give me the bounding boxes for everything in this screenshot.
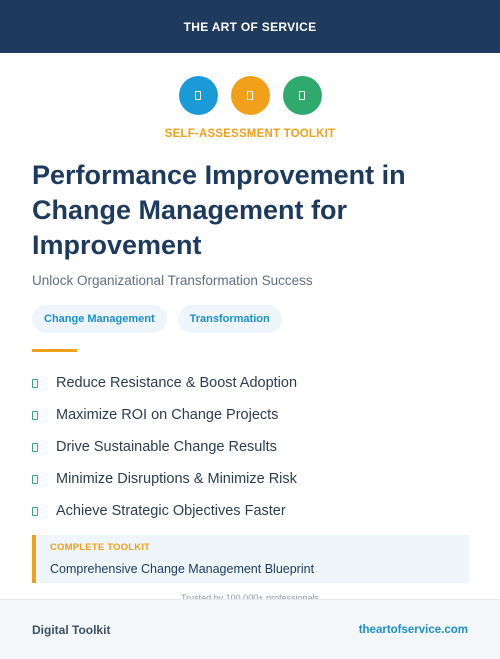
callout-description: Comprehensive Change Management Blueprin… bbox=[50, 562, 315, 576]
tag-transformation: Transformation bbox=[177, 305, 282, 333]
benefit-text: Achieve Strategic Objectives Faster bbox=[56, 503, 286, 519]
list-item: Reduce Resistance & Boost Adoption bbox=[32, 367, 472, 399]
tag-list: Change Management Transformation bbox=[32, 305, 282, 333]
list-item: Minimize Disruptions & Minimize Risk bbox=[32, 463, 472, 495]
list-item: Maximize ROI on Change Projects bbox=[32, 399, 472, 431]
check-icon bbox=[32, 442, 38, 452]
list-item: Drive Sustainable Change Results bbox=[32, 431, 472, 463]
kicker-label: SELF-ASSESSMENT TOOLKIT bbox=[164, 128, 336, 140]
page-title: Performance Improvement in Change Manage… bbox=[32, 160, 406, 260]
trusted-note: Trusted by 100,000+ professionals bbox=[180, 593, 319, 599]
check-icon bbox=[32, 474, 38, 484]
brand-name: THE ART OF SERVICE bbox=[183, 19, 317, 34]
footer: Digital Toolkit theartofservice.com bbox=[0, 599, 500, 659]
green-circle-icon bbox=[282, 76, 322, 115]
check-icon bbox=[32, 378, 38, 388]
subtitle: Unlock Organizational Transformation Suc… bbox=[32, 273, 313, 288]
icon-row bbox=[0, 76, 500, 115]
benefit-text: Minimize Disruptions & Minimize Risk bbox=[56, 471, 297, 487]
check-icon bbox=[32, 506, 38, 516]
top-bar: THE ART OF SERVICE bbox=[0, 0, 500, 53]
orange-circle-icon bbox=[230, 76, 270, 115]
footer-label: Digital Toolkit bbox=[32, 622, 111, 637]
document-icon bbox=[247, 91, 253, 100]
benefit-text: Reduce Resistance & Boost Adoption bbox=[56, 375, 298, 391]
document-icon bbox=[299, 91, 305, 100]
blue-circle-icon bbox=[178, 76, 218, 115]
list-item: Achieve Strategic Objectives Faster bbox=[32, 495, 472, 527]
benefit-list: Reduce Resistance & Boost Adoption Maxim… bbox=[32, 367, 472, 527]
toolkit-callout: COMPLETE TOOLKIT Comprehensive Change Ma… bbox=[32, 535, 469, 583]
document-icon bbox=[195, 91, 201, 100]
callout-label: COMPLETE TOOLKIT bbox=[50, 542, 151, 553]
benefit-text: Maximize ROI on Change Projects bbox=[56, 407, 279, 423]
check-icon bbox=[32, 410, 38, 420]
tag-change-management: Change Management bbox=[32, 305, 167, 333]
website-link[interactable]: theartofservice.com bbox=[358, 623, 468, 636]
benefit-text: Drive Sustainable Change Results bbox=[56, 439, 277, 455]
accent-divider bbox=[32, 349, 77, 352]
